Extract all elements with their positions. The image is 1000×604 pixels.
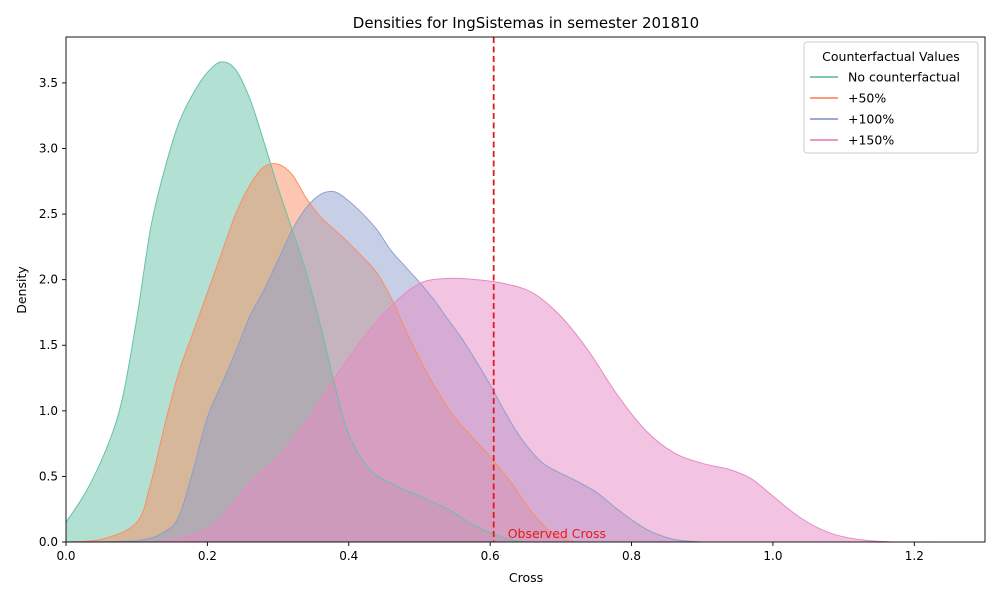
density-line-100 — [65, 190, 703, 543]
y-tick-label: 3.0 — [39, 141, 58, 155]
y-tick-label: 0.5 — [39, 469, 58, 483]
legend-title: Counterfactual Values — [822, 49, 960, 64]
x-tick-label: 0.6 — [481, 549, 500, 563]
x-tick-label: 1.2 — [905, 549, 924, 563]
legend-label: +50% — [848, 91, 886, 106]
x-tick-label: 0.4 — [339, 549, 358, 563]
density-areas — [66, 61, 936, 542]
x-axis-label: Cross — [509, 570, 543, 585]
x-tick-label: 0.0 — [56, 549, 75, 563]
legend-label: No counterfactual — [848, 70, 960, 85]
legend-label: +150% — [848, 133, 894, 148]
y-tick-label: 1.5 — [39, 338, 58, 352]
legend: Counterfactual Values No counterfactual +… — [803, 41, 979, 154]
density-area-150 — [66, 278, 936, 542]
y-axis-ticks: 0.0 0.5 1.0 1.5 2.0 2.5 3.0 3.5 — [39, 76, 66, 549]
density-line-50 — [65, 163, 576, 543]
x-tick-label: 0.2 — [198, 549, 217, 563]
plot-frame — [65, 36, 986, 543]
chart-title: Densities for IngSistemas in semester 20… — [353, 14, 699, 32]
density-line-150 — [65, 277, 936, 543]
y-tick-label: 1.0 — [39, 404, 58, 418]
legend-label: +100% — [848, 112, 894, 127]
density-lines — [65, 61, 936, 543]
y-tick-label: 3.5 — [39, 76, 58, 90]
density-line-no-counterfactual — [65, 61, 526, 543]
legend-items: No counterfactual +50% +100% +150% — [810, 70, 960, 148]
legend-box — [803, 41, 979, 154]
y-tick-label: 2.5 — [39, 207, 58, 221]
y-tick-label: 2.0 — [39, 273, 58, 287]
observed-cross-label: Observed Cross — [508, 526, 606, 541]
y-tick-label: 0.0 — [39, 535, 58, 549]
y-axis-label: Density — [14, 266, 29, 314]
x-tick-label: 1.0 — [763, 549, 782, 563]
x-axis-ticks: 0.0 0.2 0.4 0.6 0.8 1.0 1.2 — [56, 542, 924, 563]
x-tick-label: 0.8 — [622, 549, 641, 563]
